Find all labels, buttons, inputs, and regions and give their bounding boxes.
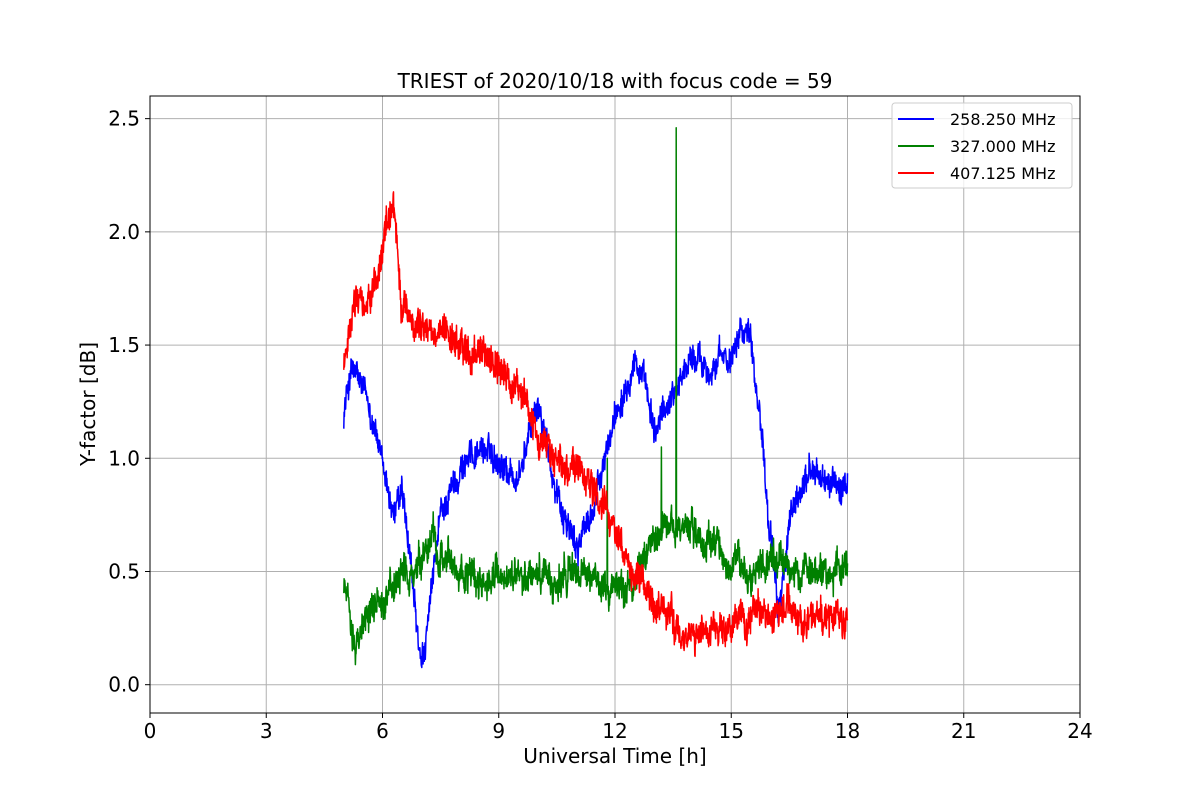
legend-label: 407.125 MHz — [950, 164, 1055, 183]
y-tick-label: 2.0 — [108, 220, 140, 244]
x-tick-label: 18 — [835, 719, 860, 743]
y-axis-label: Y-factor [dB] — [76, 342, 100, 467]
x-tick-label: 12 — [602, 719, 627, 743]
x-tick-label: 21 — [951, 719, 976, 743]
series-layer — [343, 126, 849, 669]
legend-label: 258.250 MHz — [950, 110, 1055, 129]
series-line — [343, 126, 849, 666]
y-tick-label: 1.5 — [108, 333, 140, 357]
chart-title: TRIEST of 2020/10/18 with focus code = 5… — [397, 69, 833, 93]
tick-layer: 0 3 6 9 12 15 18 21 24 0.0 0.5 1.0 1.5 2.0 2.5 — [108, 107, 1093, 743]
x-tick-label: 6 — [376, 719, 389, 743]
legend-box — [891, 102, 1073, 189]
x-tick-label: 9 — [492, 719, 505, 743]
legend-label: 327.000 MHz — [950, 137, 1055, 156]
y-tick-label: 1.0 — [108, 446, 140, 470]
x-tick-label: 0 — [144, 719, 157, 743]
y-tick-label: 0.5 — [108, 559, 140, 583]
series-line — [343, 191, 849, 658]
y-tick-label: 2.5 — [108, 107, 140, 131]
x-axis-label: Universal Time [h] — [523, 744, 706, 768]
x-tick-label: 15 — [719, 719, 744, 743]
y-tick-label: 0.0 — [108, 673, 140, 697]
x-tick-label: 24 — [1067, 719, 1092, 743]
legend: 258.250 MHz 327.000 MHz 407.125 MHz — [891, 102, 1073, 189]
x-tick-label: 3 — [260, 719, 273, 743]
